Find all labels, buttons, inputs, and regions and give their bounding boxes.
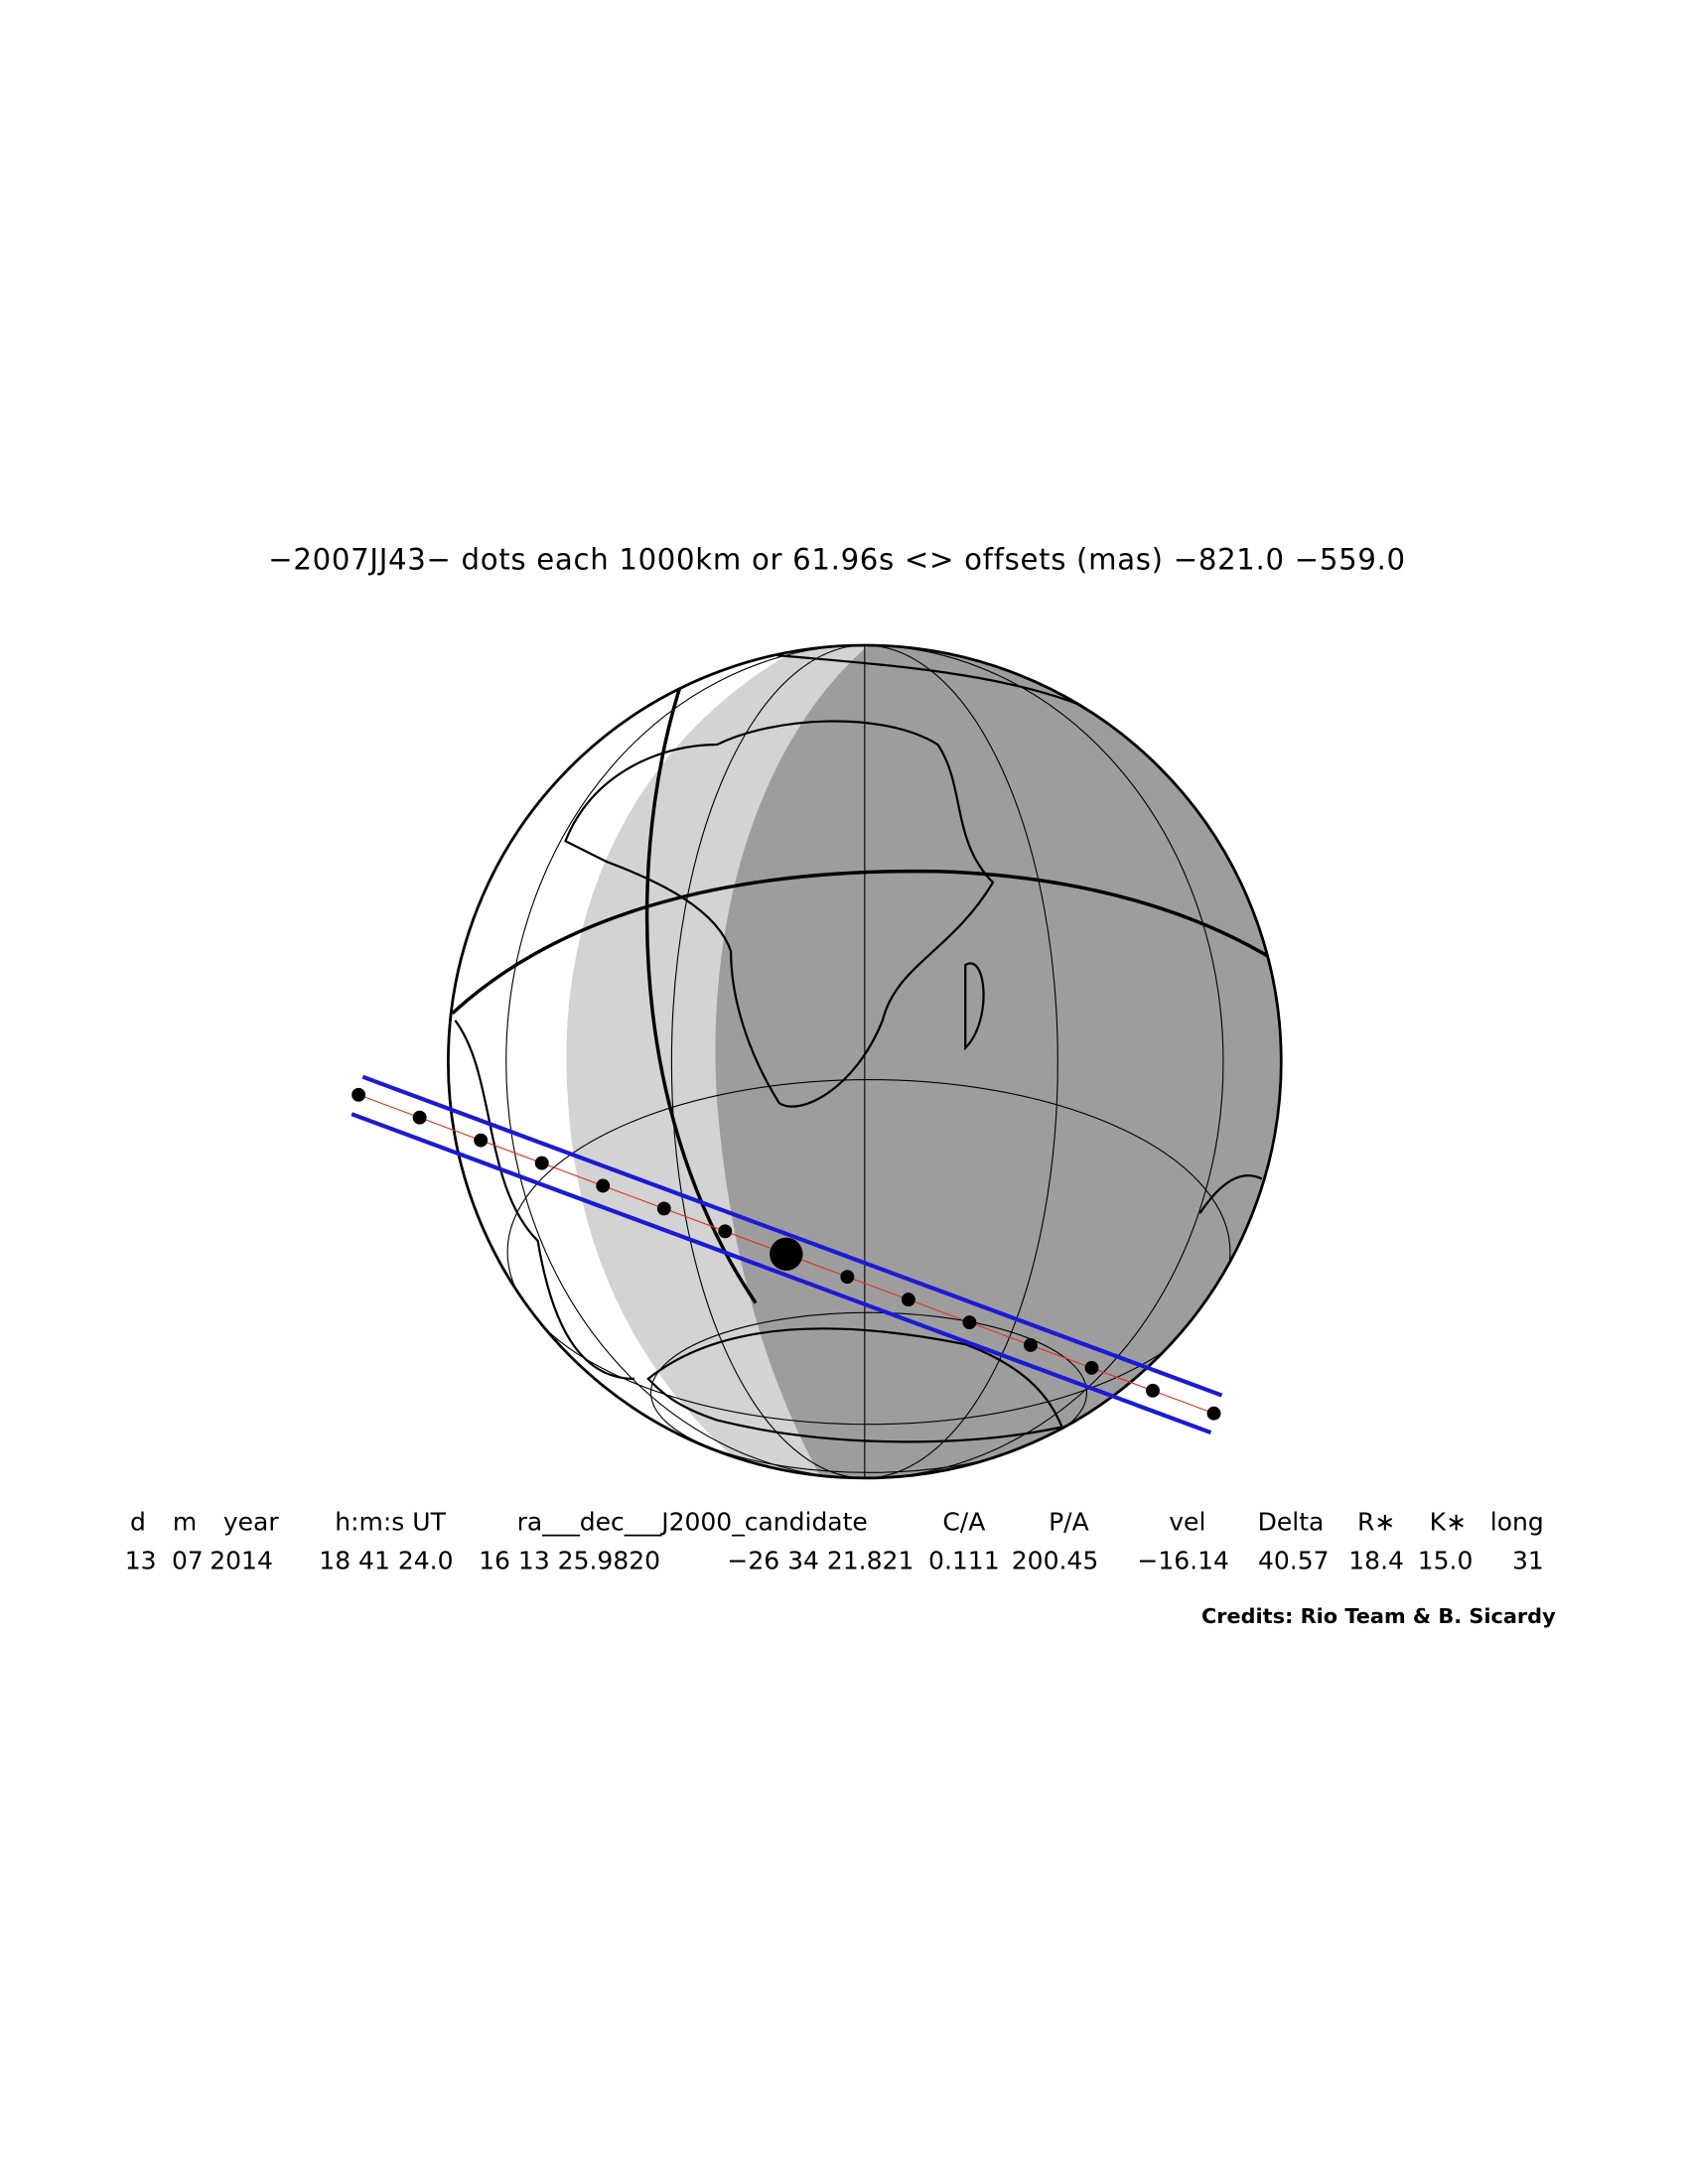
header-cell: K∗: [1430, 1508, 1467, 1537]
header-cell: h:m:s UT: [335, 1508, 446, 1537]
value-cell: −26 34 21.821: [727, 1547, 914, 1575]
header-cell: m: [173, 1508, 197, 1537]
value-cell: 07: [172, 1547, 204, 1575]
path-dot: [412, 1110, 427, 1125]
value-cell: 13: [125, 1547, 157, 1575]
path-dot: [656, 1201, 671, 1216]
path-dot: [718, 1224, 733, 1239]
path-dot: [1146, 1383, 1160, 1398]
path-dot: [1084, 1360, 1099, 1375]
header-cell: ra___dec___J2000_candidate: [517, 1508, 868, 1537]
shadow-path: [351, 1074, 1223, 1435]
credits: Credits: Rio Team & B. Sicardy: [1201, 1604, 1556, 1628]
value-cell: 18.4: [1348, 1547, 1404, 1575]
path-dot: [962, 1315, 977, 1329]
path-dot: [596, 1178, 611, 1193]
title: −2007JJ43− dots each 1000km or 61.96s <>…: [268, 542, 1406, 576]
header-cell: C/A: [942, 1508, 985, 1537]
path-dot: [352, 1087, 366, 1102]
value-cell: 2014: [210, 1547, 273, 1575]
data-table: d m year h:m:s UT ra___dec___J2000_candidate…: [125, 1508, 1544, 1575]
header-cell: Delta: [1258, 1508, 1325, 1537]
central-dot: [770, 1237, 803, 1271]
value-cell: 200.45: [1012, 1547, 1098, 1575]
value-cell: 16 13 25.9820: [479, 1547, 660, 1575]
path-dot: [1206, 1406, 1221, 1421]
value-cell: 15.0: [1418, 1547, 1474, 1575]
figure: −2007JJ43− dots each 1000km or 61.96s <>…: [125, 542, 1556, 1628]
path-dot: [534, 1156, 549, 1170]
header-cell: long: [1490, 1508, 1544, 1537]
value-cell: 0.111: [928, 1547, 1000, 1575]
globe-outline: [447, 643, 1283, 1480]
value-cell: −16.14: [1137, 1547, 1229, 1575]
path-dot: [840, 1270, 855, 1285]
path-dot: [901, 1293, 915, 1307]
globe: [448, 645, 1282, 1478]
value-cell: 31: [1512, 1547, 1544, 1575]
header-cell: year: [223, 1508, 279, 1537]
path-dot: [1023, 1338, 1038, 1352]
path-dot: [474, 1133, 489, 1148]
value-cell: 18 41 24.0: [319, 1547, 453, 1575]
header-cell: vel: [1169, 1508, 1205, 1537]
header-cell: d: [130, 1508, 146, 1537]
header-cell: R∗: [1357, 1508, 1395, 1537]
value-cell: 40.57: [1258, 1547, 1330, 1575]
header-cell: P/A: [1049, 1508, 1089, 1537]
